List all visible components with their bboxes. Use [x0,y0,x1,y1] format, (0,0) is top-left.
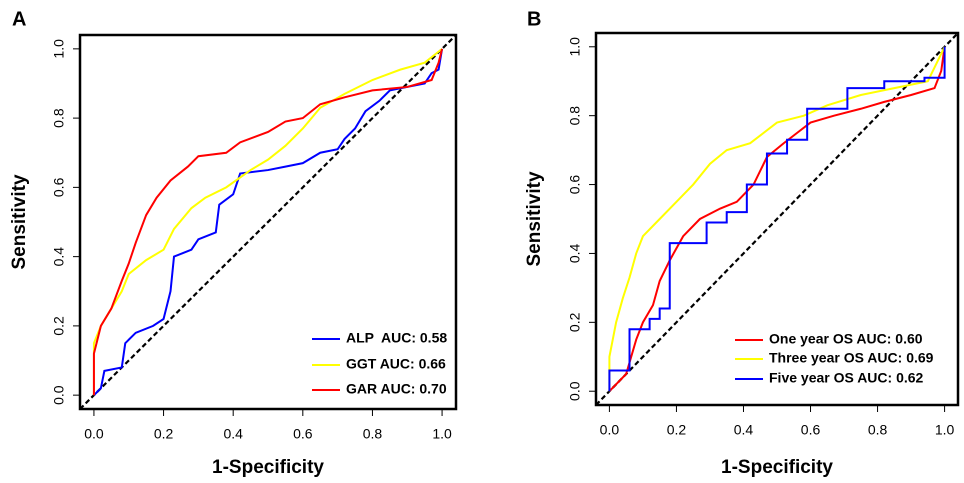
legend-label: ALP AUC: 0.58 [346,330,447,346]
y-axis-label: Sensitivity [9,174,30,269]
x-tick-label: 0.6 [293,426,313,442]
y-tick-label: 0.4 [567,244,583,264]
x-tick-label: 0.2 [154,426,174,442]
reference-diagonal [595,32,959,406]
y-tick-label: 0.0 [567,381,583,401]
y-axis-label: Sensitivity [524,171,545,266]
x-axis-label: 1-Specificity [721,457,833,478]
x-tick-label: 0.4 [734,422,754,438]
roc-curve [92,48,444,396]
y-tick-label: 0.8 [567,106,583,126]
y-tick-label: 0.0 [51,385,67,405]
x-tick-label: 0.0 [600,422,620,438]
x-tick-label: 0.8 [363,426,383,442]
roc-curve [92,48,443,396]
plot-frame [78,33,458,411]
x-tick-label: 0.0 [84,426,104,442]
legend-label: GAR AUC: 0.70 [346,381,447,397]
x-tick-label: 0.4 [223,426,243,442]
x-tick-label: 0.2 [667,422,687,438]
legend-label: GGT AUC: 0.66 [346,356,446,372]
y-tick-label: 0.6 [567,175,583,195]
legend-label: One year OS AUC: 0.60 [769,331,923,347]
roc-curve [608,46,946,392]
legend-label: Three year OS AUC: 0.69 [769,350,934,366]
x-tick-label: 0.8 [868,422,888,438]
y-tick-label: 0.2 [567,312,583,332]
reference-diagonal [79,34,457,410]
x-tick-label: 0.6 [801,422,821,438]
x-axis-label: 1-Specificity [212,457,324,478]
roc-curve [93,48,444,396]
y-tick-label: 1.0 [51,39,67,59]
y-tick-label: 0.8 [51,108,67,128]
x-tick-label: 1.0 [432,426,452,442]
y-tick-label: 0.2 [51,316,67,336]
panel-label: A [12,8,26,30]
legend-label: Five year OS AUC: 0.62 [769,370,924,386]
panel-label: B [527,8,541,30]
y-tick-label: 0.4 [51,247,67,267]
x-tick-label: 1.0 [935,422,955,438]
plot-frame [594,31,960,407]
y-tick-label: 1.0 [567,37,583,57]
roc-curve [608,46,946,392]
y-tick-label: 0.6 [51,177,67,197]
